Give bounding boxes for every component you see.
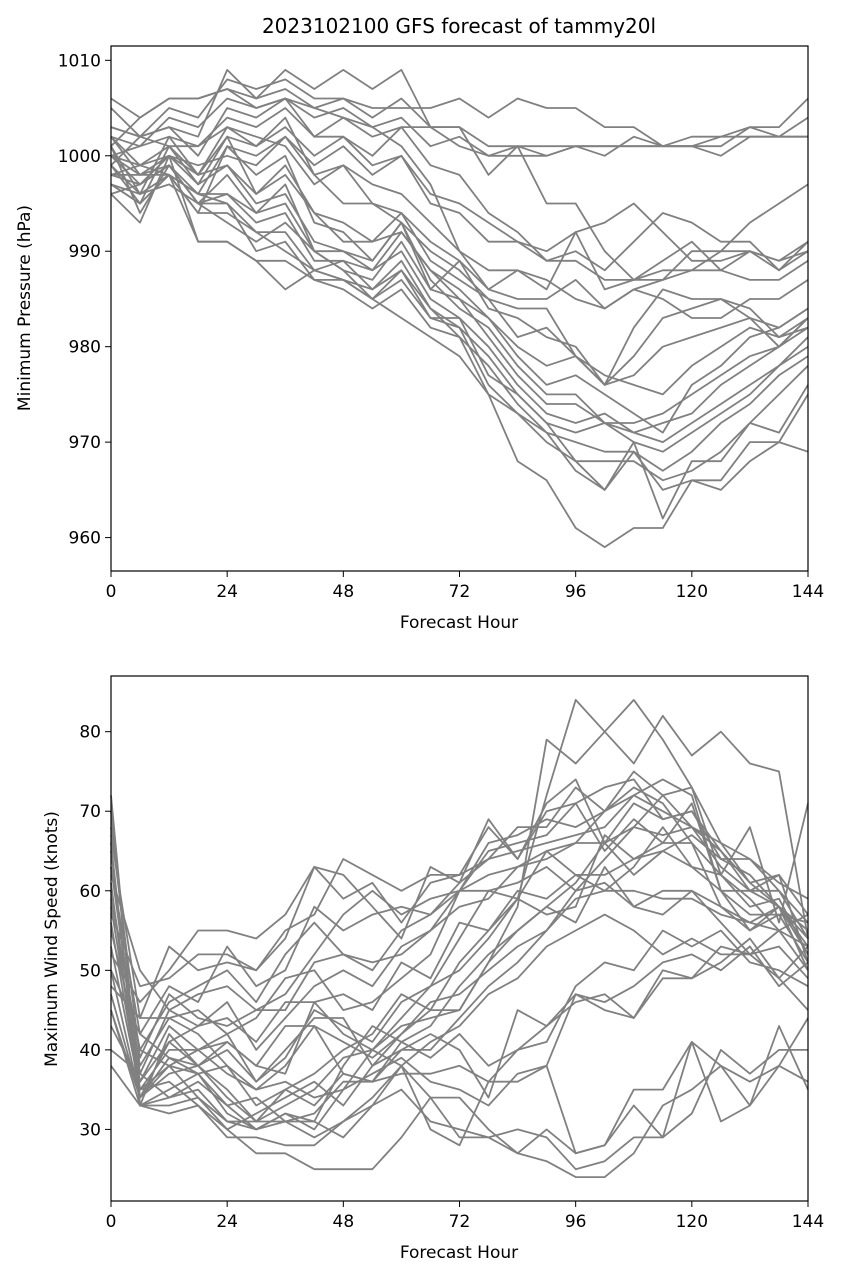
pressure-y-tick-label: 970 [69,433,101,453]
wind-y-tick-label: 50 [79,961,101,981]
wind-series-line-26 [110,714,809,1123]
wind-series-line-21 [110,811,809,1123]
wind-x-tick-label: 72 [449,1212,471,1232]
wind-x-tick-label: 0 [106,1212,117,1232]
pressure-series-line-14 [110,135,809,386]
pressure-x-ticks: 0 24 48 72 96 120 144 [106,571,824,602]
pressure-series-line-25 [110,154,809,520]
wind-y-tick-label: 60 [79,882,101,902]
wind-series-line-20 [110,889,809,1083]
wind-series-line-3 [110,1025,809,1178]
pressure-series-line-13 [110,145,809,386]
pressure-y-tick-label: 990 [69,242,101,262]
wind-series-line-15 [110,834,809,1083]
pressure-y-ticks: 960 970 980 990 1000 1010 [58,51,111,549]
wind-x-tick-label: 24 [216,1212,238,1232]
pressure-x-axis-label: Forecast Hour [400,613,518,633]
pressure-x-tick-label: 72 [449,582,471,602]
wind-series-line-13 [110,778,809,1059]
wind-series-line-27 [110,699,809,1107]
pressure-y-tick-label: 980 [69,338,101,358]
wind-x-tick-label: 48 [333,1212,355,1232]
chart-title: 2023102100 GFS forecast of tammy20l [262,14,656,38]
wind-series-line-25 [110,898,809,1131]
pressure-x-tick-label: 144 [792,582,824,602]
wind-x-ticks: 0 24 48 72 96 120 144 [106,1201,824,1232]
pressure-x-tick-label: 96 [565,582,587,602]
pressure-series-line-17 [110,154,809,424]
wind-y-axis-label: Maximum Wind Speed (knots) [42,811,62,1067]
pressure-series-group [110,69,809,548]
wind-y-tick-label: 30 [79,1120,101,1140]
wind-series-line-24 [110,922,809,1131]
wind-y-tick-label: 80 [79,723,101,743]
pressure-y-tick-label: 1010 [58,51,101,71]
pressure-series-line-4 [110,97,808,157]
wind-series-group [110,699,809,1178]
pressure-x-tick-label: 120 [676,582,708,602]
pressure-series-line-12 [110,116,809,386]
wind-y-ticks: 30 40 50 60 70 80 [79,723,111,1140]
pressure-series-line-15 [110,145,809,396]
wind-series-line-5 [110,850,809,1155]
pressure-x-tick-label: 0 [106,582,117,602]
wind-series-line-22 [110,842,809,1131]
pressure-y-tick-label: 1000 [58,147,101,167]
wind-x-axis-label: Forecast Hour [400,1243,518,1263]
wind-y-tick-label: 70 [79,802,101,822]
wind-x-tick-label: 144 [792,1212,824,1232]
pressure-series-line-22 [111,164,809,482]
wind-x-tick-label: 96 [565,1212,587,1232]
wind-panel: 0 24 48 72 96 120 144 30 40 50 60 70 80 Forecast Ho… [42,675,824,1263]
pressure-x-tick-label: 24 [216,582,238,602]
wind-y-tick-label: 40 [79,1041,101,1061]
pressure-y-tick-label: 960 [69,529,101,549]
pressure-y-axis-label: Minimum Pressure (hPa) [15,205,35,411]
pressure-x-tick-label: 48 [333,582,355,602]
wind-x-tick-label: 120 [676,1212,708,1232]
pressure-panel: 0 24 48 72 96 120 144 960 970 980 990 1000 1010 For… [15,45,824,633]
pressure-series-line-6 [110,107,809,272]
wind-series-line-11 [110,770,809,988]
pressure-series-line-8 [110,135,809,291]
